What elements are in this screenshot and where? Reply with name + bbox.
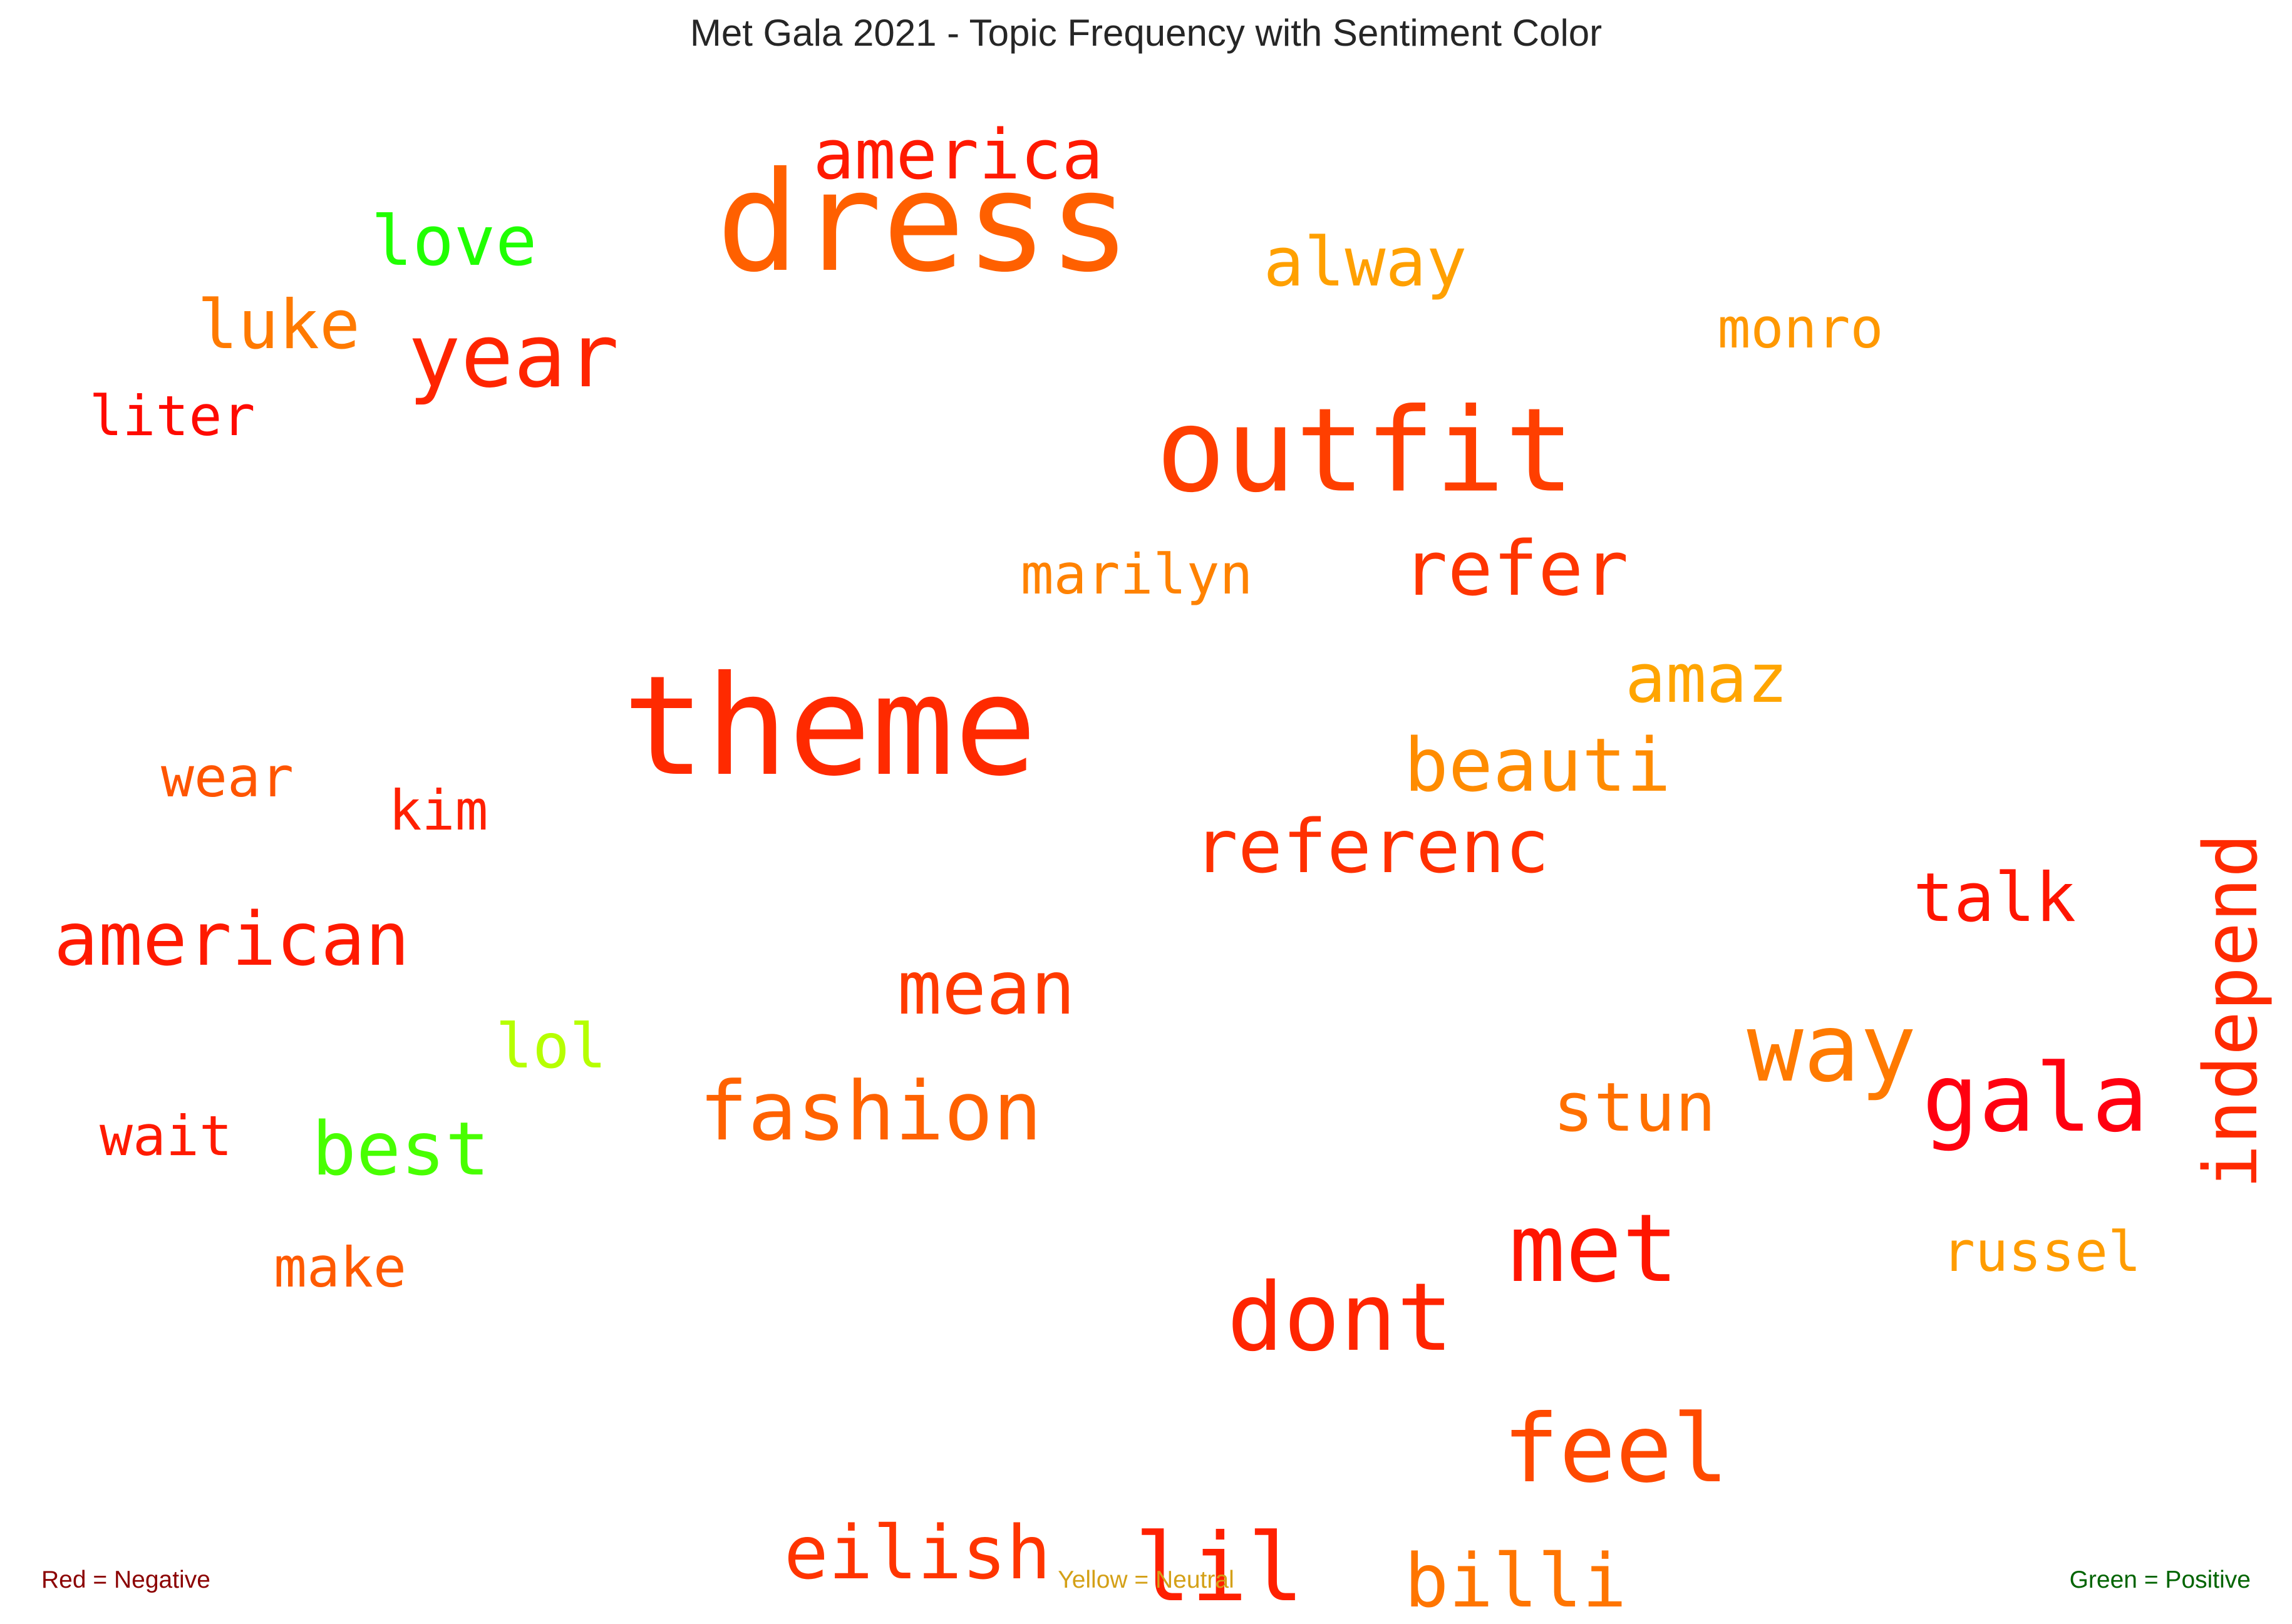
- word-refer: refer: [1402, 526, 1629, 613]
- legend-negative-label: Red = Negative: [41, 1566, 210, 1593]
- word-met: met: [1509, 1195, 1679, 1303]
- word-best: best: [311, 1106, 490, 1192]
- word-theme: theme: [622, 646, 1038, 806]
- word-outfit: outfit: [1155, 383, 1575, 518]
- word-make: make: [274, 1235, 406, 1300]
- word-mean: mean: [897, 945, 1076, 1031]
- word-wait: wait: [100, 1104, 232, 1168]
- word-feel: feel: [1502, 1395, 1729, 1504]
- word-amaz: amaz: [1624, 640, 1789, 718]
- word-stun: stun: [1552, 1069, 1716, 1147]
- word-russel: russel: [1942, 1220, 2141, 1284]
- word-monro: monro: [1717, 296, 1884, 361]
- word-liter: liter: [89, 384, 256, 448]
- word-gala: gala: [1922, 1044, 2149, 1153]
- legend-neutral-label: Yellow = Neutral: [1058, 1566, 1234, 1593]
- word-kim: kim: [388, 778, 488, 843]
- legend-positive-label: Green = Positive: [2069, 1566, 2251, 1593]
- word-billi: billi: [1404, 1538, 1627, 1624]
- word-year: year: [408, 306, 619, 408]
- word-fashion: fashion: [699, 1064, 1042, 1159]
- word-america: america: [813, 115, 1103, 195]
- word-alway: alway: [1263, 224, 1467, 302]
- word-way: way: [1747, 994, 1917, 1103]
- word-dont: dont: [1227, 1263, 1453, 1372]
- word-marilyn: marilyn: [1020, 542, 1253, 607]
- chart-title: Met Gala 2021 - Topic Frequency with Sen…: [689, 12, 1603, 54]
- word-love: love: [371, 201, 537, 281]
- word-luke: luke: [197, 286, 361, 364]
- word-american: american: [53, 896, 410, 982]
- word-dress: dress: [716, 142, 1132, 302]
- word-talk: talk: [1913, 859, 2077, 937]
- word-referenc: referenc: [1193, 803, 1550, 890]
- word-independ: independ: [2187, 833, 2274, 1190]
- word-lol: lol: [495, 1011, 607, 1082]
- word-lil: lil: [1134, 1514, 1304, 1623]
- word-eilish: eilish: [783, 1509, 1051, 1596]
- word-wear: wear: [161, 745, 294, 809]
- word-beauti: beauti: [1403, 722, 1671, 808]
